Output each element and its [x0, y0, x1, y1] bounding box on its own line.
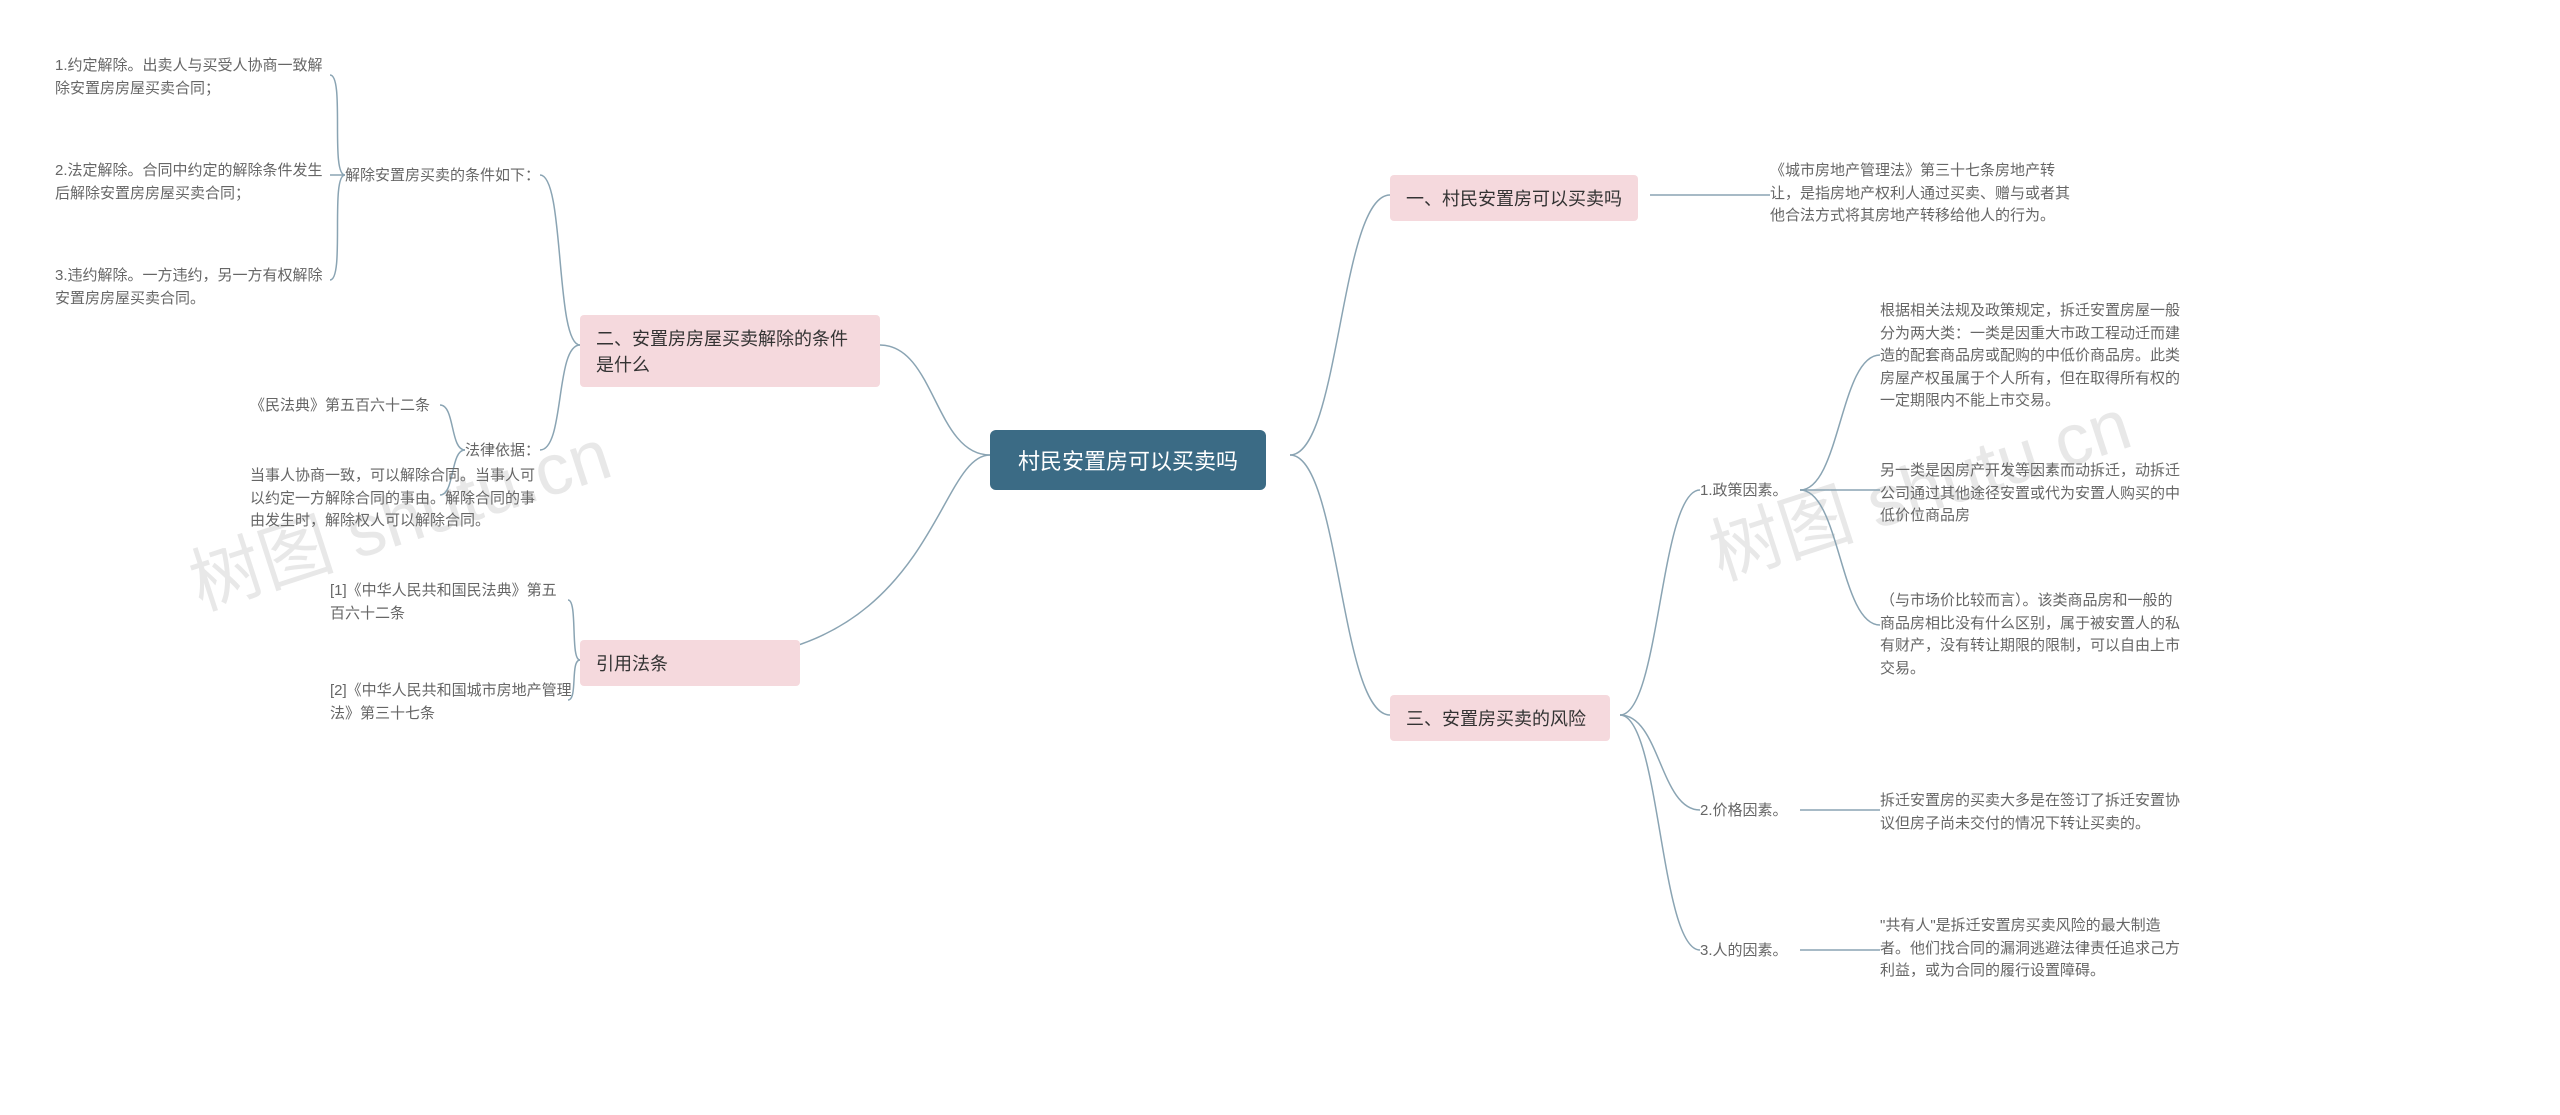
branch-2-sub2: 法律依据：	[465, 440, 540, 463]
branch-2-sub1-leaf1: 1.约定解除。出卖人与买受人协商一致解除安置房房屋买卖合同；	[55, 55, 335, 100]
branch-3-sub2: 2.价格因素。	[1700, 800, 1788, 823]
branch-3-sub1-leaf2: 另一类是因房产开发等因素而动拆迁，动拆迁公司通过其他途径安置或代为安置人购买的中…	[1880, 460, 2180, 528]
branch-1: 一、村民安置房可以买卖吗	[1390, 175, 1638, 221]
branch-ref: 引用法条	[580, 640, 800, 686]
branch-2-sub1-leaf3: 3.违约解除。一方违约，另一方有权解除安置房房屋买卖合同。	[55, 265, 335, 310]
branch-3-sub1-leaf1: 根据相关法规及政策规定，拆迁安置房屋一般分为两大类：一类是因重大市政工程动迁而建…	[1880, 300, 2180, 413]
branch-3-sub1: 1.政策因素。	[1700, 480, 1788, 503]
branch-ref-leaf2: [2]《中华人民共和国城市房地产管理法》第三十七条	[330, 680, 590, 725]
branch-1-leaf: 《城市房地产管理法》第三十七条房地产转让，是指房地产权利人通过买卖、赠与或者其他…	[1770, 160, 2070, 228]
branch-3-sub3: 3.人的因素。	[1700, 940, 1788, 963]
branch-2-sub1: 解除安置房买卖的条件如下：	[345, 165, 540, 188]
branch-3-sub3-leaf: "共有人"是拆迁安置房买卖风险的最大制造者。他们找合同的漏洞逃避法律责任追求己方…	[1880, 915, 2180, 983]
branch-3: 三、安置房买卖的风险	[1390, 695, 1610, 741]
branch-2-sub2-leaf2: 当事人协商一致，可以解除合同。当事人可以约定一方解除合同的事由。解除合同的事由发…	[250, 465, 540, 533]
branch-ref-leaf1: [1]《中华人民共和国民法典》第五百六十二条	[330, 580, 570, 625]
root-node: 村民安置房可以买卖吗	[990, 430, 1266, 490]
branch-2-sub1-leaf2: 2.法定解除。合同中约定的解除条件发生后解除安置房房屋买卖合同；	[55, 160, 335, 205]
branch-3-sub2-leaf: 拆迁安置房的买卖大多是在签订了拆迁安置协议但房子尚未交付的情况下转让买卖的。	[1880, 790, 2180, 835]
branch-3-sub1-leaf3: （与市场价比较而言）。该类商品房和一般的商品房相比没有什么区别，属于被安置人的私…	[1880, 590, 2180, 680]
branch-2: 二、安置房房屋买卖解除的条件是什么	[580, 315, 880, 387]
branch-2-sub2-leaf1: 《民法典》第五百六十二条	[250, 395, 430, 418]
